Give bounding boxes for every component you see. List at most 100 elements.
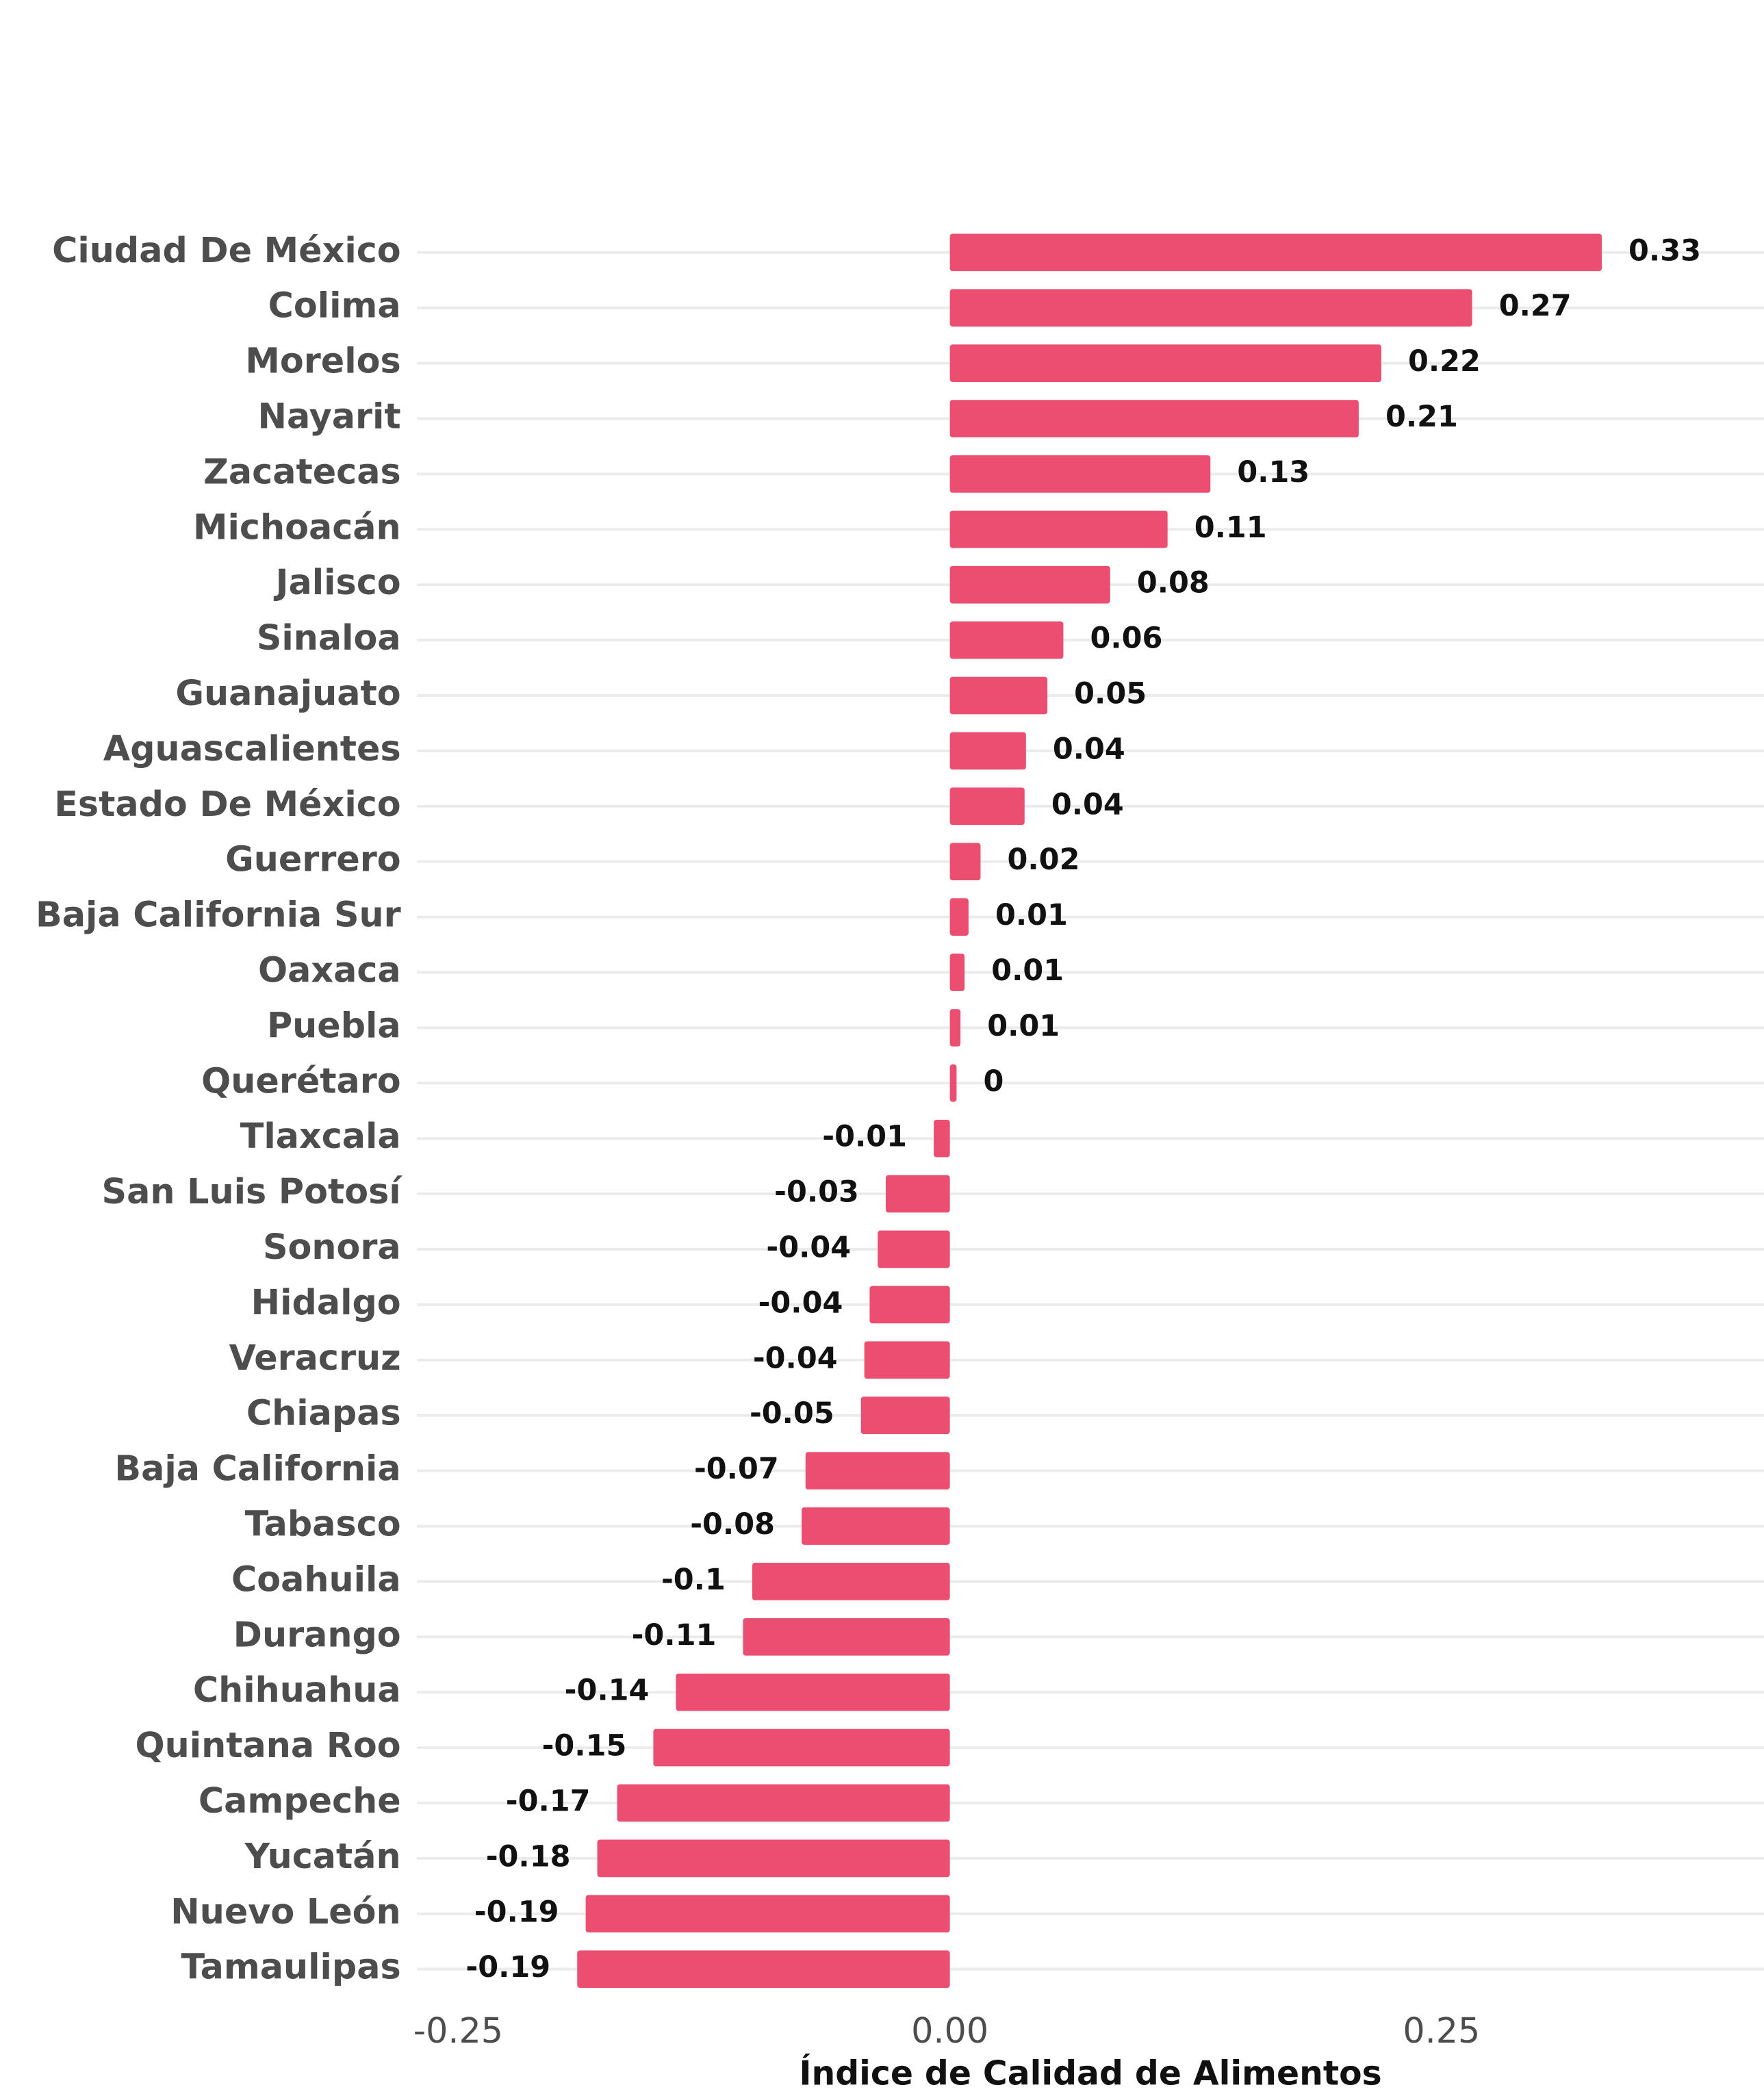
x-tick-label: -0.25 [413, 2010, 503, 2051]
bar [676, 1673, 950, 1711]
y-tick-label: Tamaulipas [181, 1947, 401, 1987]
bar [869, 1286, 950, 1324]
y-tick-label: Yucatán [244, 1836, 401, 1876]
bar [949, 954, 965, 991]
data-label: -0.19 [465, 1950, 550, 1984]
y-tick-label: Baja California Sur [36, 895, 401, 935]
data-label: 0.27 [1499, 289, 1572, 323]
y-tick-label: Guerrero [225, 839, 401, 880]
data-label: 0.01 [987, 1009, 1060, 1043]
bar [949, 289, 1472, 327]
data-label: 0 [983, 1064, 1004, 1099]
y-tick-label: Baja California [114, 1448, 400, 1489]
y-tick-label: Sinaloa [257, 617, 401, 658]
x-tick-label: 0.00 [911, 2010, 988, 2051]
bar [949, 843, 981, 881]
y-tick-label: Campeche [199, 1780, 401, 1821]
bar [878, 1230, 950, 1268]
y-tick-label: Zacatecas [203, 451, 401, 491]
data-label: -0.1 [661, 1563, 726, 1597]
data-label: -0.04 [766, 1231, 851, 1265]
data-label: 0.22 [1408, 344, 1481, 379]
data-label: -0.08 [690, 1507, 775, 1542]
x-axis-title: Índice de Calidad de Alimentos [799, 2054, 1381, 2093]
bar [597, 1839, 950, 1878]
y-tick-label: Coahuila [231, 1559, 401, 1599]
data-label: 0.21 [1385, 400, 1458, 434]
y-tick-label: Michoacán [193, 507, 401, 547]
bar [949, 233, 1602, 272]
data-label: -0.05 [750, 1396, 834, 1431]
bar [949, 787, 1025, 826]
bar [949, 565, 1110, 604]
data-label: -0.19 [474, 1895, 559, 1929]
data-label: 0.04 [1053, 732, 1125, 766]
bar [864, 1341, 950, 1379]
y-tick-label: Sonora [263, 1227, 401, 1267]
y-tick-label: Veracruz [229, 1338, 401, 1378]
bar [949, 1064, 957, 1102]
data-label: 0.08 [1137, 566, 1210, 600]
bar [743, 1618, 950, 1656]
y-tick-label: Morelos [245, 341, 400, 381]
data-label: 0.11 [1194, 511, 1267, 545]
bar [949, 400, 1359, 437]
data-label: -0.18 [486, 1839, 571, 1874]
data-label: 0.13 [1237, 455, 1309, 489]
data-label: 0.02 [1008, 843, 1080, 877]
bar [617, 1784, 950, 1822]
data-label: 0.33 [1628, 233, 1701, 268]
data-label: -0.11 [632, 1618, 717, 1652]
y-tick-label: Nuevo León [170, 1891, 400, 1932]
y-tick-label: Ciudad De México [52, 230, 401, 270]
bar [934, 1119, 950, 1158]
y-tick-label: Tlaxcala [240, 1116, 401, 1156]
data-label: -0.03 [774, 1175, 859, 1210]
y-tick-label: Chihuahua [193, 1670, 401, 1710]
y-tick-label: Aguascalientes [103, 728, 401, 769]
y-tick-label: Guanajuato [175, 673, 400, 713]
y-tick-label: Durango [233, 1614, 401, 1654]
data-label: 0.05 [1074, 677, 1147, 711]
y-tick-label: San Luis Potosí [102, 1171, 403, 1212]
y-tick-label: Estado De México [54, 784, 400, 824]
bar [949, 344, 1381, 382]
data-label: -0.15 [542, 1729, 627, 1763]
bar [653, 1728, 950, 1767]
y-tick-label: Nayarit [258, 396, 401, 437]
y-tick-label: Jalisco [274, 562, 401, 602]
y-tick-label: Quintana Roo [136, 1725, 401, 1765]
data-label: 0.06 [1090, 622, 1162, 656]
data-label: -0.01 [822, 1120, 907, 1154]
bar [805, 1452, 950, 1490]
y-tick-label: Querétaro [201, 1060, 401, 1101]
bar [585, 1895, 950, 1933]
bar [949, 898, 969, 936]
data-label: -0.04 [758, 1286, 843, 1320]
data-label: 0.01 [995, 898, 1068, 932]
bar [949, 732, 1026, 770]
y-tick-label: Puebla [267, 1005, 401, 1045]
y-tick-label: Hidalgo [251, 1282, 401, 1322]
bar [949, 621, 1064, 659]
bar [752, 1563, 950, 1600]
bar [949, 1009, 961, 1047]
data-label: -0.17 [506, 1784, 591, 1818]
bar [860, 1396, 950, 1435]
bar [949, 676, 1048, 715]
y-tick-label: Tabasco [245, 1503, 401, 1544]
bar [577, 1950, 950, 1988]
bar [949, 455, 1211, 493]
bar [885, 1175, 950, 1213]
data-label: 0.04 [1051, 787, 1124, 821]
data-label: -0.04 [753, 1341, 838, 1375]
data-label: -0.14 [565, 1674, 650, 1708]
y-tick-label: Oaxaca [258, 950, 401, 991]
data-label: -0.07 [694, 1452, 779, 1486]
y-tick-label: Chiapas [246, 1393, 401, 1433]
y-tick-label: Colima [268, 285, 401, 326]
bar [949, 511, 1168, 548]
data-label: 0.01 [991, 954, 1064, 988]
bar [802, 1507, 950, 1545]
